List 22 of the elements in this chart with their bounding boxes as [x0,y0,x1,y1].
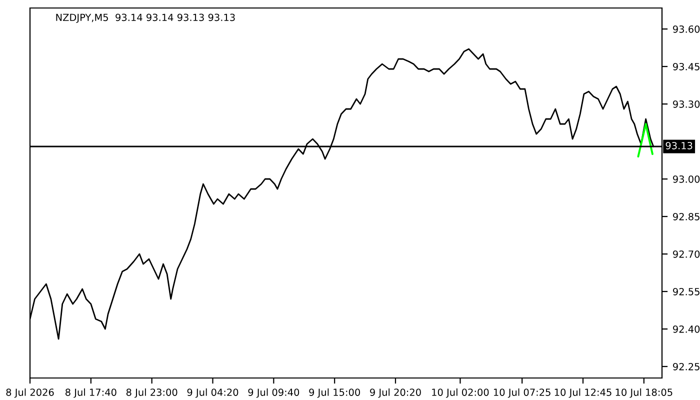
y-tick-label: 92.40 [673,325,700,333]
x-tick-label: 9 Jul 15:00 [309,388,360,398]
x-tick-label: 9 Jul 04:20 [187,388,238,398]
ref-line-label: 93.13 [666,142,692,150]
x-tick-label: 10 Jul 02:00 [432,388,489,398]
y-tick-label: 92.25 [673,362,700,370]
y-tick-label: 93.00 [673,175,700,183]
x-tick-label: 8 Jul 17:40 [66,388,116,398]
x-tick-label: 8 Jul 2026 [6,388,54,398]
x-tick-label: 10 Jul 07:25 [494,388,550,398]
y-tick-label: 93.45 [673,62,700,70]
x-tick-label: 9 Jul 20:20 [370,388,421,398]
y-tick-label: 93.30 [673,100,700,108]
text: NZDJPY,M5 93.14 93.14 93.13 93.13 [56,14,235,23]
x-tick-label: 10 Jul 12:45 [554,388,612,398]
y-tick-label: 92.55 [673,288,700,296]
x-tick-label: 10 Jul 18:05 [616,388,672,398]
y-tick-label: 92.70 [673,250,700,258]
x-tick-label: 9 Jul 09:40 [248,388,300,398]
y-tick-label: 92.85 [673,212,700,220]
y-tick-label: 93.60 [673,25,700,33]
x-tick-label: 8 Jul 23:00 [126,388,178,398]
